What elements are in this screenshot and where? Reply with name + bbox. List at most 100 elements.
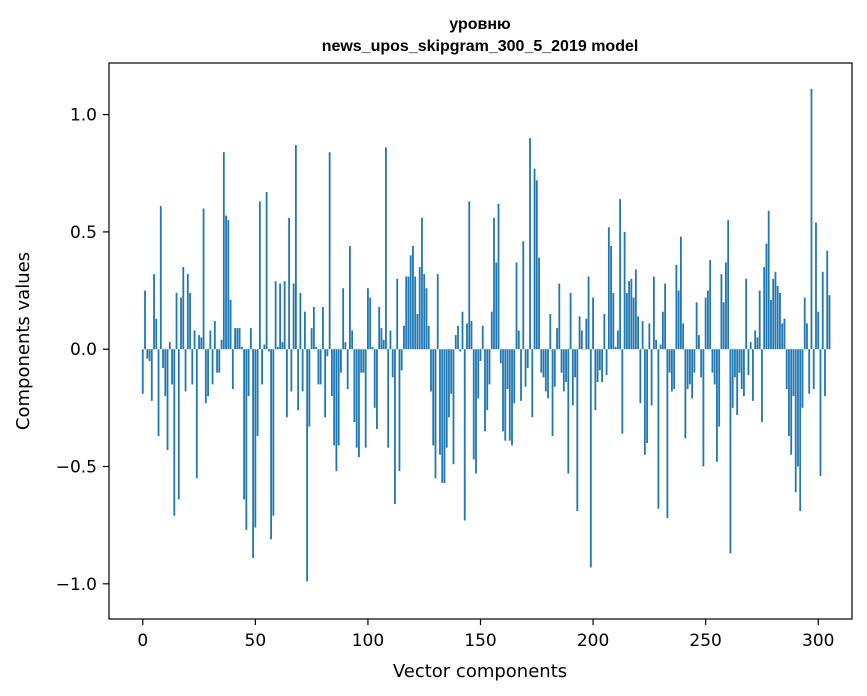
bar-226 (650, 349, 653, 406)
bar-99 (364, 349, 367, 448)
bar-25 (198, 335, 200, 350)
bar-250 (704, 297, 707, 350)
bar-100 (367, 288, 369, 350)
bar-102 (371, 346, 374, 350)
bar-107 (382, 339, 385, 350)
bar-89 (342, 288, 345, 350)
bar-221 (639, 349, 642, 404)
bar-206 (605, 349, 608, 376)
bar-230 (659, 344, 662, 350)
bar-149 (477, 349, 480, 399)
bar-287 (788, 349, 790, 437)
bar-19 (184, 349, 187, 392)
bar-47 (247, 349, 250, 397)
bar-156 (493, 217, 495, 350)
bar-157 (495, 262, 498, 350)
bar-270 (749, 342, 752, 350)
bar-237 (675, 264, 678, 350)
bar-9 (162, 349, 164, 368)
bar-122 (416, 314, 419, 350)
bar-283 (779, 292, 781, 350)
bar-277 (765, 243, 768, 350)
bar-184 (556, 328, 558, 350)
bar-285 (783, 318, 786, 350)
bar-227 (652, 276, 655, 350)
bar-172 (529, 138, 531, 350)
bar-54 (263, 344, 266, 350)
bar-187 (562, 349, 565, 392)
bar-174 (533, 168, 536, 350)
bar-28 (204, 349, 207, 404)
bar-202 (596, 349, 599, 383)
bar-78 (317, 349, 320, 385)
bar-224 (646, 349, 649, 444)
bar-204 (601, 349, 603, 383)
bar-274 (758, 290, 761, 350)
bar-91 (346, 349, 349, 390)
bar-82 (326, 349, 329, 357)
bar-254 (713, 349, 716, 385)
bar-17 (180, 297, 182, 350)
bar-170 (524, 349, 527, 387)
bar-109 (387, 349, 390, 448)
bar-60 (276, 346, 279, 350)
bar-261 (729, 349, 732, 554)
bar-87 (337, 349, 340, 446)
bar-23 (193, 330, 196, 350)
bar-62 (281, 342, 284, 350)
bar-220 (637, 316, 640, 350)
y-tick-label-1: −0.5 (56, 458, 97, 478)
bar-304 (826, 250, 829, 350)
bar-140 (457, 325, 459, 350)
bar-155 (490, 311, 493, 350)
bar-189 (567, 349, 570, 474)
bar-112 (394, 349, 396, 505)
bar-148 (475, 349, 477, 474)
bar-5 (153, 274, 155, 350)
y-tick-label-3: 0.5 (70, 223, 97, 243)
bar-113 (396, 278, 399, 350)
bar-258 (722, 302, 725, 350)
bar-133 (441, 349, 444, 483)
bar-163 (508, 349, 511, 441)
bar-251 (707, 290, 709, 350)
bar-70 (299, 292, 302, 350)
bar-2 (146, 349, 149, 359)
bar-205 (603, 314, 606, 350)
bar-128 (430, 349, 432, 392)
bar-279 (770, 299, 772, 350)
bar-190 (569, 292, 572, 350)
bar-41 (234, 328, 236, 350)
bar-169 (522, 241, 525, 350)
bar-215 (625, 292, 628, 350)
bar-243 (688, 349, 691, 385)
bar-214 (623, 231, 626, 350)
bar-111 (391, 349, 394, 378)
bar-48 (249, 328, 252, 350)
bar-1 (144, 290, 146, 350)
bar-20 (186, 274, 189, 350)
bar-298 (812, 349, 815, 390)
bar-58 (272, 349, 275, 516)
bar-series (141, 88, 831, 582)
bar-241 (684, 349, 687, 439)
bar-299 (815, 222, 817, 350)
bar-246 (695, 302, 698, 350)
bar-16 (177, 349, 180, 500)
bar-53 (261, 349, 263, 385)
bar-104 (376, 349, 378, 429)
bar-56 (267, 349, 270, 352)
bar-193 (576, 349, 579, 512)
bar-114 (398, 349, 401, 472)
bar-76 (312, 306, 315, 350)
bar-94 (353, 349, 356, 422)
bar-239 (679, 236, 682, 350)
bar-22 (191, 349, 194, 385)
bar-273 (756, 337, 759, 350)
bar-265 (738, 349, 741, 373)
bar-278 (767, 210, 770, 350)
bar-201 (594, 349, 597, 411)
bar-305 (828, 295, 831, 350)
bar-212 (619, 199, 621, 350)
chart-title-line-1: уровню (449, 16, 511, 33)
